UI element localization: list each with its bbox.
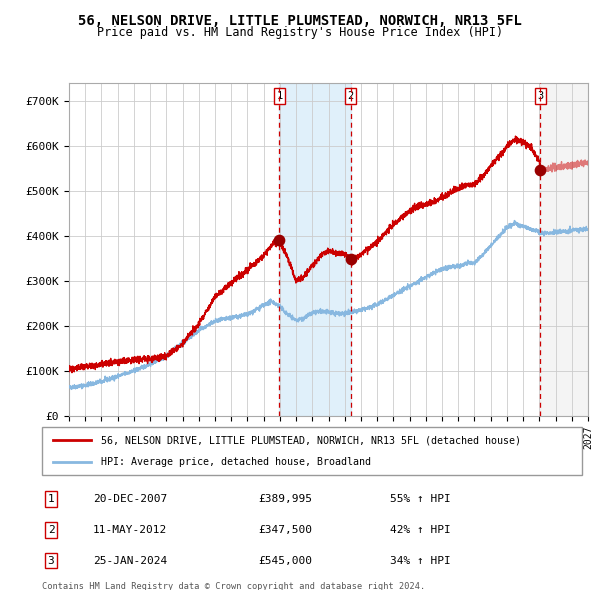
Point: [536, 166, 545, 175]
Text: 25-JAN-2024: 25-JAN-2024: [93, 556, 167, 566]
Bar: [280, 83, 350, 416]
Text: £347,500: £347,500: [258, 525, 312, 535]
Text: 3: 3: [538, 91, 544, 101]
Point: [346, 255, 355, 264]
Bar: [541, 83, 588, 416]
Text: Price paid vs. HM Land Registry's House Price Index (HPI): Price paid vs. HM Land Registry's House …: [97, 26, 503, 39]
Bar: [541, 83, 588, 416]
Point: [275, 235, 284, 245]
Text: 20-DEC-2007: 20-DEC-2007: [93, 494, 167, 504]
Text: Contains HM Land Registry data © Crown copyright and database right 2024.
This d: Contains HM Land Registry data © Crown c…: [42, 582, 425, 590]
Text: 42% ↑ HPI: 42% ↑ HPI: [390, 525, 451, 535]
Text: HPI: Average price, detached house, Broadland: HPI: Average price, detached house, Broa…: [101, 457, 371, 467]
Text: 56, NELSON DRIVE, LITTLE PLUMSTEAD, NORWICH, NR13 5FL: 56, NELSON DRIVE, LITTLE PLUMSTEAD, NORW…: [78, 14, 522, 28]
Text: £545,000: £545,000: [258, 556, 312, 566]
Text: 2: 2: [347, 91, 353, 101]
Text: 56, NELSON DRIVE, LITTLE PLUMSTEAD, NORWICH, NR13 5FL (detached house): 56, NELSON DRIVE, LITTLE PLUMSTEAD, NORW…: [101, 435, 521, 445]
Text: £389,995: £389,995: [258, 494, 312, 504]
Text: 3: 3: [47, 556, 55, 566]
Text: 34% ↑ HPI: 34% ↑ HPI: [390, 556, 451, 566]
Text: 1: 1: [276, 91, 283, 101]
Text: 2: 2: [47, 525, 55, 535]
Text: 1: 1: [47, 494, 55, 504]
Text: 11-MAY-2012: 11-MAY-2012: [93, 525, 167, 535]
Text: 55% ↑ HPI: 55% ↑ HPI: [390, 494, 451, 504]
